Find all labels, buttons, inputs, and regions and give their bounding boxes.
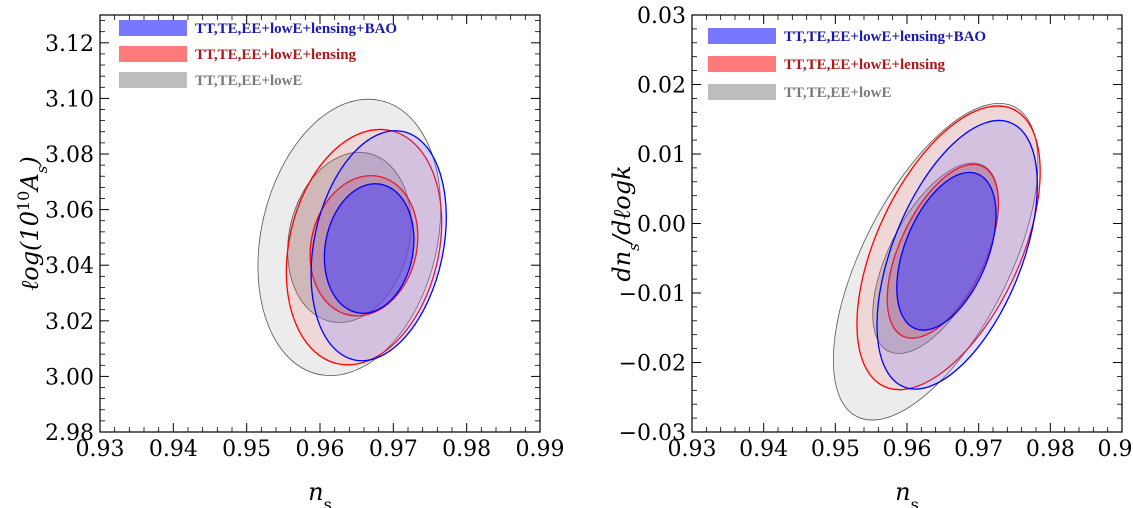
y-tick-label: 2.98	[45, 421, 94, 446]
y-tick-label: 0.02	[637, 74, 686, 99]
legend-label: TT,TE,EE+lowE+lensing+BAO	[784, 29, 986, 45]
y-tick-label: 3.02	[45, 310, 94, 335]
x-tick-label: 0.96	[883, 437, 932, 462]
legend-label: TT,TE,EE+lowE+lensing+BAO	[195, 21, 397, 37]
x-axis-label: ns	[895, 478, 919, 508]
contour-bao-68	[323, 183, 415, 314]
legend: TT,TE,EE+lowE+lensing+BAO TT,TE,EE+lowE+l…	[119, 20, 397, 89]
legend: TT,TE,EE+lowE+lensing+BAO TT,TE,EE+lowE+l…	[708, 28, 986, 101]
x-tick-label: 0.99	[1098, 437, 1133, 462]
legend-label: TT,TE,EE+lowE+lensing	[195, 47, 357, 63]
x-tick-label: 0.94	[739, 437, 788, 462]
y-tick-label: 3.12	[45, 32, 94, 57]
y-tick-label: 3.08	[45, 143, 94, 168]
legend-swatch	[119, 46, 187, 62]
y-tick-label: 3.00	[45, 365, 94, 390]
x-tick-label: 0.93	[76, 437, 125, 462]
legend-label: TT,TE,EE+lowE	[195, 73, 302, 89]
legend-label: TT,TE,EE+lowE+lensing	[784, 57, 946, 73]
y-tick-label: −0.01	[619, 282, 686, 307]
y-axis-label: ℓog(1010As)	[14, 156, 52, 291]
panel-right: 0.93 0.94 0.95 0.96 0.97 0.98 0.99 −0.03 −0.02 −0…	[608, 4, 1133, 508]
x-tick-label: 0.95	[811, 437, 860, 462]
y-tick-label: 0.03	[637, 4, 686, 29]
y-tick-label: 3.10	[45, 87, 94, 112]
plot-area	[257, 98, 447, 377]
y-tick-label: 3.04	[45, 254, 94, 279]
x-tick-label: 0.96	[296, 437, 345, 462]
legend-swatch	[708, 84, 776, 100]
y-axis-label: dns/dℓogk	[608, 165, 643, 281]
y-tick-label: −0.03	[619, 421, 686, 446]
panel-left: 0.93 0.94 0.95 0.96 0.97 0.98 0.99 2.98 3.00 3.02…	[14, 14, 565, 508]
contour-bao-68	[896, 171, 997, 331]
y-tick-label: 0.00	[637, 213, 686, 238]
y-tick-label: 0.01	[637, 143, 686, 168]
x-tick-label: 0.98	[442, 437, 491, 462]
legend-label: TT,TE,EE+lowE	[784, 85, 891, 101]
legend-swatch	[119, 72, 187, 88]
x-tick-label: 0.95	[222, 437, 271, 462]
plot-area	[832, 102, 1041, 421]
legend-swatch	[708, 56, 776, 72]
x-tick-label: 0.98	[1026, 437, 1075, 462]
x-tick-label: 0.94	[149, 437, 198, 462]
x-tick-label: 0.93	[668, 437, 717, 462]
x-tick-label: 0.97	[954, 437, 1003, 462]
y-tick-label: 3.06	[45, 199, 94, 224]
y-tick-label: −0.02	[619, 352, 686, 377]
x-axis-label: ns	[308, 478, 332, 508]
legend-swatch	[708, 28, 776, 44]
legend-swatch	[119, 20, 187, 36]
x-tick-label: 0.97	[369, 437, 418, 462]
x-tick-label: 0.99	[516, 437, 565, 462]
